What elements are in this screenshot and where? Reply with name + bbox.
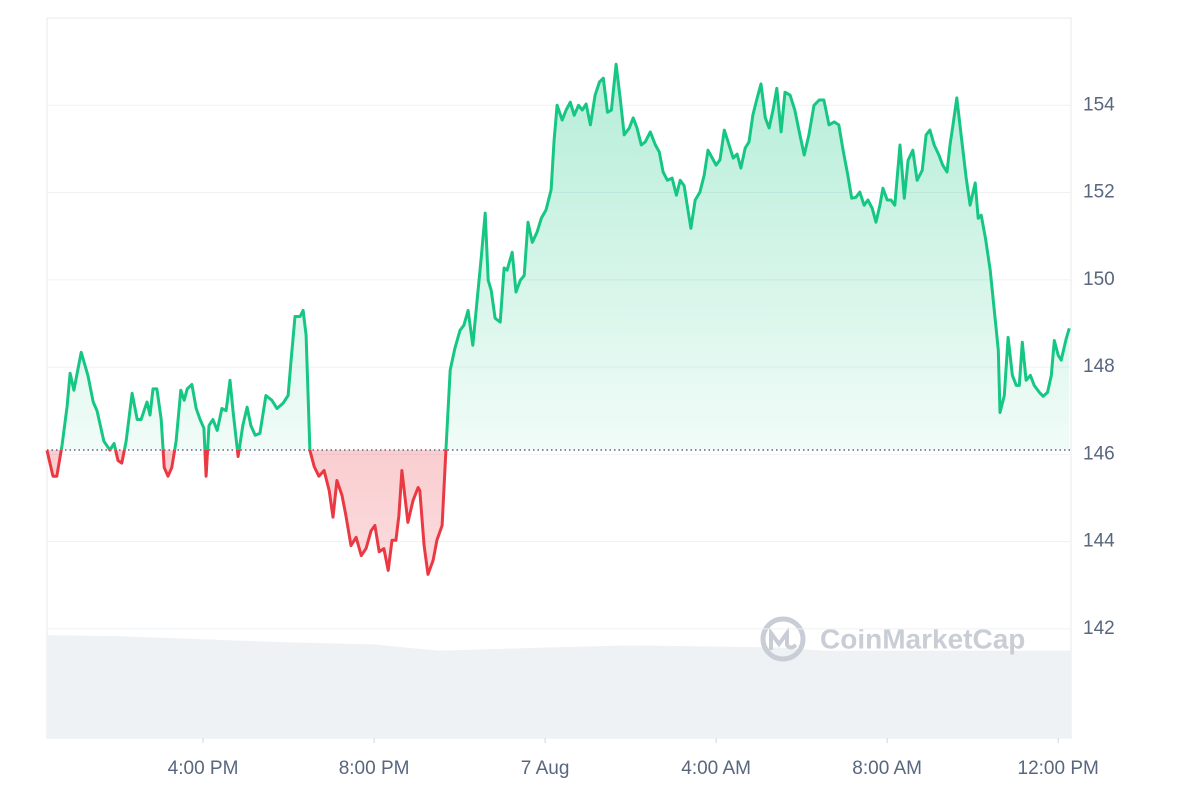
watermark-text: CoinMarketCap	[820, 623, 1025, 654]
price-line	[45, 62, 1071, 576]
y-tick-label: 146	[1083, 443, 1115, 464]
y-tick-label: 148	[1083, 356, 1115, 377]
volume-area	[47, 635, 1071, 738]
x-tick-label: 12:00 PM	[1018, 758, 1099, 779]
y-tick-label: 150	[1083, 269, 1115, 290]
price-area	[47, 64, 1070, 575]
x-tick-label: 7 Aug	[521, 758, 570, 779]
x-tick-label: 8:00 AM	[852, 758, 922, 779]
y-tick-label: 142	[1083, 618, 1115, 639]
x-tick-label: 4:00 AM	[681, 758, 751, 779]
y-tick-label: 144	[1083, 531, 1115, 552]
y-tick-label: 152	[1083, 182, 1115, 203]
x-tick-label: 4:00 PM	[168, 758, 239, 779]
y-tick-label: 154	[1083, 94, 1115, 115]
x-tick-label: 8:00 PM	[339, 758, 410, 779]
